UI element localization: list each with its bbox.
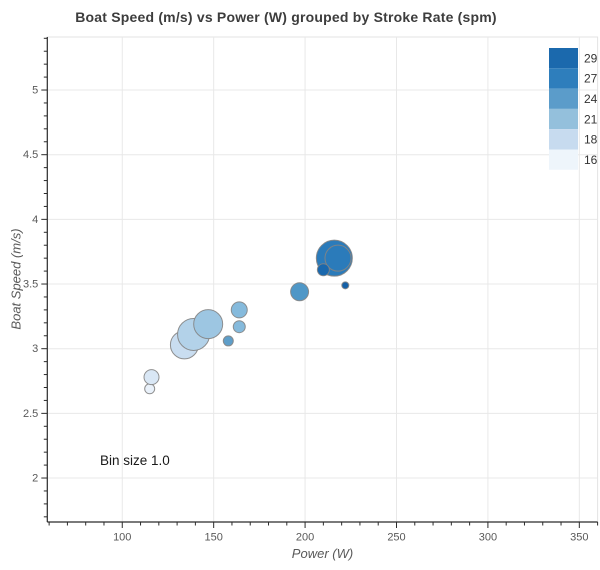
legend-swatch: [549, 88, 578, 109]
data-point: [290, 282, 310, 302]
x-tick-label: 200: [296, 531, 314, 543]
legend-label: 21: [584, 112, 598, 126]
legend-label: 18: [584, 133, 598, 147]
y-tick-label: 2.5: [23, 408, 38, 420]
legend-label: 29: [584, 51, 598, 65]
x-tick-label: 250: [387, 531, 405, 543]
x-tick-label: 100: [113, 531, 131, 543]
y-tick-label: 2: [32, 473, 38, 485]
chart-title: Boat Speed (m/s) vs Power (W) grouped by…: [75, 9, 497, 25]
data-point: [230, 301, 248, 319]
data-point: [232, 320, 246, 334]
y-tick-label: 5: [32, 85, 38, 97]
data-point: [222, 335, 234, 347]
legend-swatch: [549, 149, 578, 170]
x-tick-label: 300: [479, 531, 497, 543]
x-axis-title: Power (W): [291, 546, 354, 561]
legend-swatch: [549, 108, 578, 130]
plot-frame: [46, 36, 599, 523]
legend-swatch: [549, 129, 578, 150]
y-tick-label: 3.5: [23, 279, 38, 291]
y-tick-label: 3: [32, 343, 38, 355]
data-point: [193, 309, 224, 340]
bin-size-annotation: Bin size 1.0: [100, 453, 170, 468]
y-tick-label: 4.5: [23, 149, 38, 161]
legend-label: 27: [584, 72, 598, 86]
legend-label: 16: [584, 153, 598, 167]
y-tick-label: 4: [32, 214, 38, 226]
legend-swatch: [549, 68, 578, 89]
x-tick-label: 150: [204, 531, 222, 543]
legend-label: 24: [584, 92, 598, 106]
data-point: [341, 281, 350, 290]
data-point: [144, 383, 156, 395]
legend-swatch: [549, 48, 578, 69]
x-tick-label: 350: [570, 531, 588, 543]
data-point: [316, 263, 330, 277]
data-point: [324, 244, 352, 272]
y-axis-title: Boat Speed (m/s): [8, 228, 24, 330]
data-point: [143, 369, 160, 386]
